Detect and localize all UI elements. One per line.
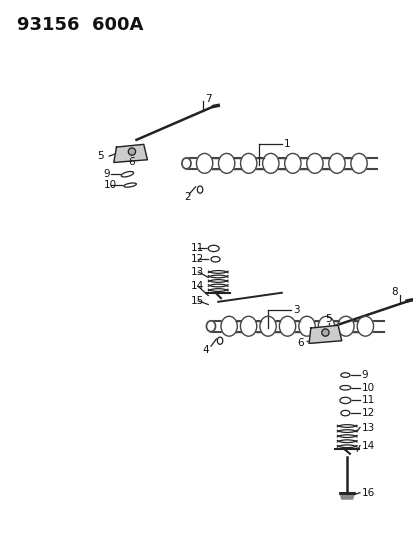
- Ellipse shape: [196, 154, 212, 173]
- Ellipse shape: [321, 329, 328, 336]
- Ellipse shape: [339, 397, 350, 403]
- Polygon shape: [339, 492, 354, 499]
- Text: 13: 13: [361, 423, 374, 433]
- Ellipse shape: [218, 154, 234, 173]
- Text: 7: 7: [205, 94, 211, 104]
- Ellipse shape: [259, 316, 275, 336]
- Ellipse shape: [318, 316, 334, 336]
- Ellipse shape: [337, 316, 353, 336]
- Ellipse shape: [240, 316, 256, 336]
- Text: 5: 5: [325, 314, 331, 324]
- Text: 12: 12: [361, 408, 374, 418]
- Text: 14: 14: [361, 441, 374, 451]
- Text: 93156  600A: 93156 600A: [17, 16, 142, 34]
- Text: 10: 10: [361, 383, 374, 393]
- Text: 1: 1: [283, 139, 290, 149]
- Text: 8: 8: [390, 287, 396, 297]
- Text: 11: 11: [361, 395, 374, 406]
- Ellipse shape: [121, 172, 133, 177]
- Text: 13: 13: [190, 267, 204, 277]
- Ellipse shape: [221, 316, 237, 336]
- Text: 10: 10: [104, 180, 116, 190]
- Text: 3: 3: [292, 305, 299, 315]
- Text: 2: 2: [184, 192, 191, 202]
- Ellipse shape: [206, 321, 215, 332]
- Polygon shape: [309, 325, 341, 343]
- Ellipse shape: [339, 385, 350, 390]
- Ellipse shape: [123, 183, 136, 187]
- Text: 11: 11: [190, 244, 204, 253]
- Ellipse shape: [356, 316, 373, 336]
- Ellipse shape: [298, 316, 314, 336]
- Ellipse shape: [328, 154, 344, 173]
- Ellipse shape: [306, 154, 322, 173]
- Ellipse shape: [284, 154, 300, 173]
- Ellipse shape: [217, 337, 222, 344]
- Ellipse shape: [211, 256, 220, 262]
- Text: 5: 5: [97, 151, 104, 161]
- Text: 16: 16: [361, 488, 374, 498]
- Text: 9: 9: [361, 370, 368, 380]
- Ellipse shape: [279, 316, 295, 336]
- Ellipse shape: [340, 410, 349, 416]
- Text: 4: 4: [202, 345, 209, 355]
- Ellipse shape: [128, 148, 135, 155]
- Ellipse shape: [240, 154, 256, 173]
- Ellipse shape: [262, 154, 278, 173]
- Polygon shape: [114, 144, 147, 163]
- Ellipse shape: [208, 245, 218, 252]
- Ellipse shape: [181, 158, 190, 169]
- Ellipse shape: [350, 154, 366, 173]
- Text: 15: 15: [190, 296, 204, 306]
- Text: 12: 12: [190, 254, 204, 264]
- Text: 14: 14: [190, 281, 204, 292]
- Ellipse shape: [340, 373, 349, 377]
- Text: 6: 6: [297, 338, 303, 349]
- Ellipse shape: [197, 186, 202, 193]
- Text: 9: 9: [104, 169, 110, 179]
- Text: 6: 6: [128, 157, 135, 166]
